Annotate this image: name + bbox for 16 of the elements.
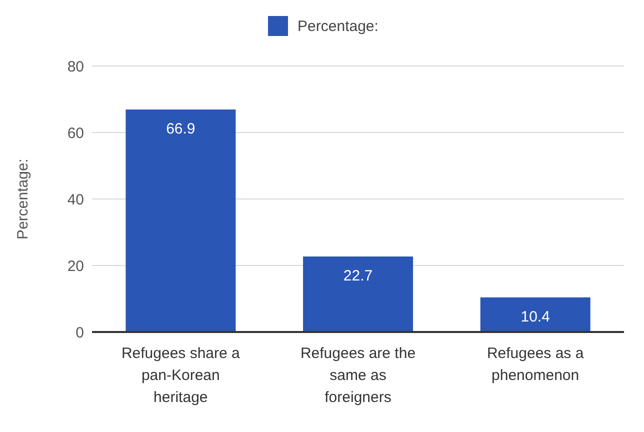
- bar: [303, 256, 414, 332]
- y-axis-title: Percentage:: [14, 158, 32, 240]
- y-tick-label: 80: [67, 58, 84, 76]
- legend-label: Percentage:: [296, 16, 378, 36]
- y-tick-label: 60: [67, 124, 84, 142]
- x-tick-label: Refugees are the same as foreigners: [300, 345, 416, 406]
- bar: [480, 297, 590, 332]
- data-label: 22.7: [343, 268, 373, 285]
- x-tick-label: Refugees share a pan-Korean heritage: [121, 345, 241, 406]
- bar: [126, 110, 236, 332]
- data-label: 66.9: [166, 120, 196, 138]
- y-tick-label: 40: [67, 191, 84, 208]
- data-label: 10.4: [520, 308, 550, 326]
- x-tick-label: Refugees as a phenomenon: [486, 345, 584, 384]
- y-tick-label: 0: [76, 324, 84, 342]
- y-tick-label: 20: [67, 258, 84, 275]
